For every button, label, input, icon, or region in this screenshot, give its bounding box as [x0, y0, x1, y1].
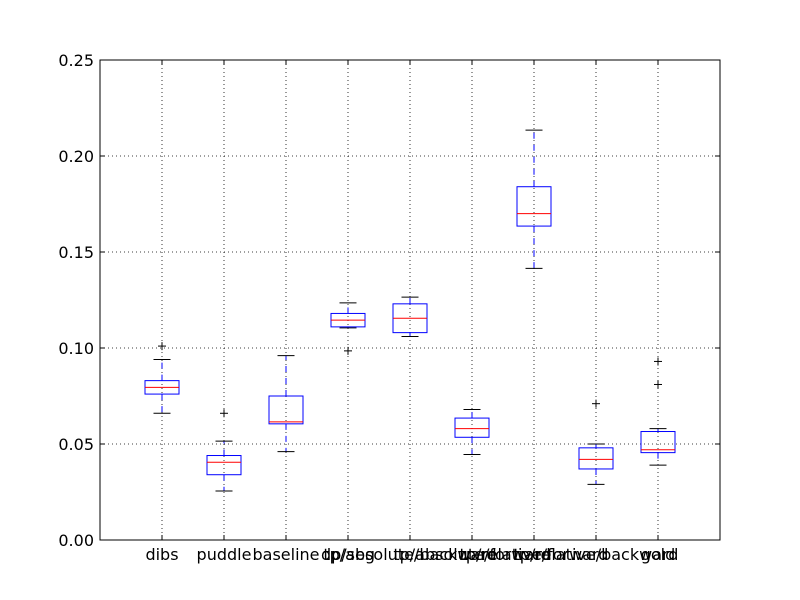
x-tick-label: tp/absolute/forward	[393, 545, 550, 564]
y-tick-label: 0.15	[58, 243, 94, 262]
plot-layer	[144, 129, 676, 492]
iqr-box	[516, 186, 552, 227]
grid-layer	[100, 60, 720, 540]
flier-point	[592, 399, 600, 408]
box-dp-seg	[330, 302, 366, 355]
box-puddle	[206, 409, 242, 492]
x-tick-label: tp/relative/backward	[514, 545, 679, 564]
x-tick-label: tp/absolute/backward	[323, 545, 496, 564]
label-layer: 0.00 0.05 0.10 0.15 0.20 0.25 dibs puddle baseli…	[58, 51, 678, 564]
x-tick-label: baseline	[252, 545, 319, 564]
box-dibs	[144, 342, 180, 414]
x-tick-label: gold	[641, 545, 676, 564]
x-tick-label: dibs	[145, 545, 178, 564]
box-tp-relative-backward	[578, 399, 614, 485]
iqr-box	[640, 431, 676, 454]
y-tick-label: 0.10	[58, 339, 94, 358]
iqr-box	[454, 417, 490, 438]
x-tick-label: tp/relative/forward	[460, 545, 609, 564]
box-gold	[640, 357, 676, 466]
axes-layer	[99, 59, 721, 541]
flier-point	[158, 342, 166, 351]
iqr-box	[206, 455, 242, 476]
y-tick-label: 0.25	[58, 51, 94, 70]
y-tick-label: 0.20	[58, 147, 94, 166]
box-baseline	[268, 355, 304, 453]
flier-point	[654, 380, 662, 389]
iqr-box	[268, 395, 304, 425]
iqr-box	[578, 447, 614, 470]
y-tick-label: 0.05	[58, 435, 94, 454]
flier-point	[654, 357, 662, 366]
flier-point	[344, 346, 352, 355]
x-tick-label: dp/seg	[321, 545, 375, 564]
box-tp-absolute-forward	[454, 408, 490, 456]
flier-point	[220, 409, 228, 418]
y-tick-label: 0.00	[58, 531, 94, 550]
box-tp-relative-forward	[516, 129, 552, 269]
box-tp-absolute-backward	[392, 296, 428, 337]
x-tick-label: puddle	[197, 545, 252, 564]
